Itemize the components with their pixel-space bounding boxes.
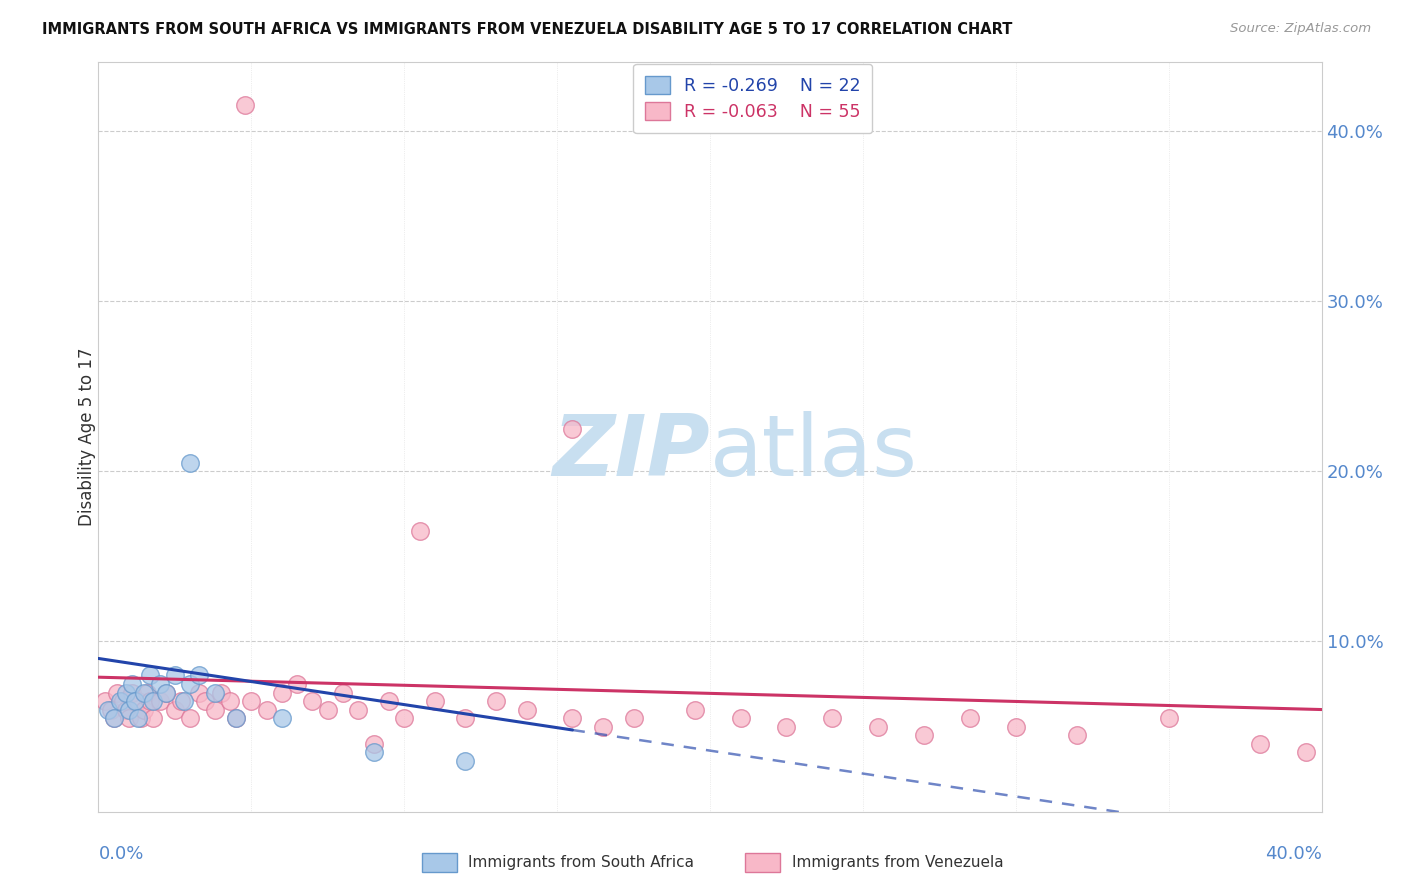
Point bbox=[127, 711, 149, 725]
FancyBboxPatch shape bbox=[745, 853, 780, 872]
Point bbox=[204, 685, 226, 699]
Point bbox=[332, 685, 354, 699]
Point bbox=[270, 711, 292, 725]
Point bbox=[134, 702, 156, 716]
Point bbox=[163, 702, 186, 716]
Point bbox=[256, 702, 278, 716]
Point bbox=[134, 685, 156, 699]
Point bbox=[775, 720, 797, 734]
FancyBboxPatch shape bbox=[422, 853, 457, 872]
Point bbox=[142, 711, 165, 725]
Point bbox=[118, 711, 141, 725]
Point bbox=[821, 711, 844, 725]
Point bbox=[561, 421, 583, 435]
Point bbox=[454, 754, 477, 768]
Point bbox=[139, 668, 162, 682]
Point bbox=[219, 694, 242, 708]
Point bbox=[155, 685, 177, 699]
Point bbox=[139, 694, 162, 708]
Point bbox=[115, 685, 138, 699]
Legend: R = -0.269    N = 22, R = -0.063    N = 55: R = -0.269 N = 22, R = -0.063 N = 55 bbox=[633, 63, 872, 133]
Point bbox=[124, 694, 146, 708]
Point bbox=[1004, 720, 1026, 734]
Point bbox=[121, 677, 143, 691]
Point bbox=[270, 685, 292, 699]
Point bbox=[363, 737, 385, 751]
Point bbox=[225, 711, 247, 725]
Point bbox=[129, 711, 152, 725]
Y-axis label: Disability Age 5 to 17: Disability Age 5 to 17 bbox=[79, 348, 96, 526]
Point bbox=[111, 694, 134, 708]
Text: Immigrants from Venezuela: Immigrants from Venezuela bbox=[792, 855, 1004, 870]
Point bbox=[209, 685, 232, 699]
Point bbox=[592, 720, 614, 734]
Point bbox=[179, 677, 201, 691]
Point bbox=[408, 524, 430, 538]
Point bbox=[136, 685, 159, 699]
Point bbox=[155, 685, 177, 699]
Point bbox=[142, 694, 165, 708]
Point bbox=[959, 711, 981, 725]
Point bbox=[204, 702, 226, 716]
Point bbox=[683, 702, 706, 716]
Text: ZIP: ZIP bbox=[553, 410, 710, 493]
Point bbox=[1249, 737, 1271, 751]
Point bbox=[423, 694, 446, 708]
Point bbox=[173, 694, 195, 708]
Point bbox=[1295, 745, 1317, 759]
Text: atlas: atlas bbox=[710, 410, 918, 493]
Point bbox=[316, 702, 339, 716]
Point bbox=[623, 711, 645, 725]
Point bbox=[188, 685, 211, 699]
Point bbox=[103, 711, 125, 725]
Point bbox=[121, 685, 143, 699]
Point bbox=[378, 694, 401, 708]
Point bbox=[188, 668, 211, 682]
Point bbox=[233, 98, 256, 112]
Text: Immigrants from South Africa: Immigrants from South Africa bbox=[468, 855, 695, 870]
Point bbox=[561, 711, 583, 725]
Point bbox=[170, 694, 193, 708]
Point bbox=[179, 456, 201, 470]
Point bbox=[1157, 711, 1180, 725]
Point bbox=[103, 711, 125, 725]
Text: IMMIGRANTS FROM SOUTH AFRICA VS IMMIGRANTS FROM VENEZUELA DISABILITY AGE 5 TO 17: IMMIGRANTS FROM SOUTH AFRICA VS IMMIGRAN… bbox=[42, 22, 1012, 37]
Point bbox=[179, 711, 201, 725]
Point bbox=[347, 702, 370, 716]
Point bbox=[149, 677, 172, 691]
Point bbox=[163, 668, 186, 682]
Text: 0.0%: 0.0% bbox=[98, 846, 143, 863]
Point bbox=[93, 694, 115, 708]
Point bbox=[105, 685, 128, 699]
Point bbox=[225, 711, 247, 725]
Point bbox=[149, 694, 172, 708]
Text: Source: ZipAtlas.com: Source: ZipAtlas.com bbox=[1230, 22, 1371, 36]
Point bbox=[118, 702, 141, 716]
Point bbox=[912, 728, 935, 742]
Point bbox=[392, 711, 416, 725]
Point bbox=[868, 720, 890, 734]
Point bbox=[97, 702, 120, 716]
Point bbox=[1066, 728, 1088, 742]
Point bbox=[285, 677, 308, 691]
Point bbox=[100, 702, 122, 716]
Point bbox=[301, 694, 323, 708]
Point bbox=[115, 702, 138, 716]
Point bbox=[516, 702, 538, 716]
Point bbox=[194, 694, 217, 708]
Point bbox=[730, 711, 752, 725]
Point bbox=[485, 694, 508, 708]
Point bbox=[363, 745, 385, 759]
Point bbox=[108, 694, 131, 708]
Text: 40.0%: 40.0% bbox=[1265, 846, 1322, 863]
Point bbox=[454, 711, 477, 725]
Point bbox=[240, 694, 263, 708]
Point bbox=[127, 694, 149, 708]
